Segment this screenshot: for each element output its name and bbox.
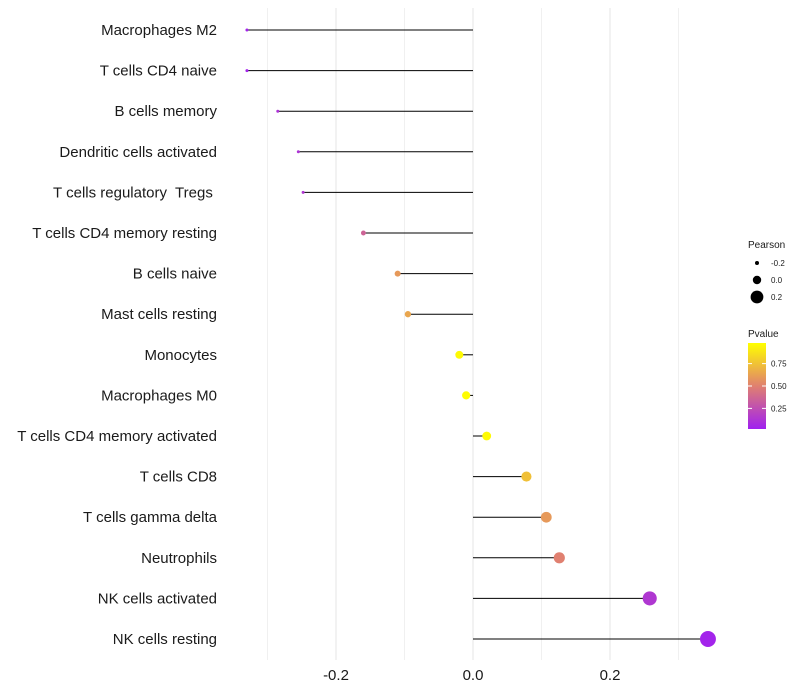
category-label: Macrophages M2 bbox=[101, 22, 217, 39]
y-axis-labels: Macrophages M2 T cells CD4 naive B cells m… bbox=[17, 22, 217, 648]
color-legend: Pvalue 0.75 0.50 0.25 bbox=[748, 329, 787, 429]
lollipop-point bbox=[642, 591, 657, 606]
lollipop-point bbox=[245, 28, 249, 32]
lollipop-point bbox=[553, 552, 565, 564]
category-label: Monocytes bbox=[144, 347, 217, 364]
lollipop-point bbox=[482, 431, 492, 441]
lollipop-point bbox=[455, 350, 464, 359]
stem-layer bbox=[246, 29, 708, 640]
color-legend-label: 0.75 bbox=[771, 360, 787, 369]
category-label: B cells naive bbox=[133, 266, 217, 283]
category-label: Macrophages M0 bbox=[101, 387, 217, 404]
color-legend-label: 0.50 bbox=[771, 382, 787, 391]
category-label: T cells gamma delta bbox=[83, 509, 218, 526]
size-legend-label: 0.0 bbox=[771, 276, 783, 285]
color-legend-bar bbox=[748, 343, 766, 429]
x-tick-label: 0.0 bbox=[463, 667, 484, 684]
x-tick-label: -0.2 bbox=[323, 667, 349, 684]
category-label: T cells CD4 memory activated bbox=[17, 428, 217, 445]
lollipop-point bbox=[540, 511, 552, 523]
lollipop-point bbox=[699, 631, 716, 647]
lollipop-point bbox=[462, 391, 471, 400]
size-legend: Pearson -0.2 0.0 0.2 bbox=[748, 240, 785, 304]
size-legend-title: Pearson bbox=[748, 240, 785, 251]
lollipop-point bbox=[404, 311, 412, 318]
size-legend-label: 0.2 bbox=[771, 293, 783, 302]
lollipop-point bbox=[301, 190, 305, 194]
color-legend-label: 0.25 bbox=[771, 404, 787, 413]
lollipop-point bbox=[394, 270, 401, 277]
x-tick-label: 0.2 bbox=[600, 667, 621, 684]
size-legend-key bbox=[755, 261, 759, 265]
category-label: NK cells resting bbox=[113, 631, 217, 648]
size-legend-label: -0.2 bbox=[771, 259, 785, 268]
lollipop-point bbox=[276, 109, 280, 113]
lollipop-point bbox=[245, 69, 249, 73]
category-label: NK cells activated bbox=[98, 590, 217, 607]
category-label: T cells CD4 memory resting bbox=[32, 225, 217, 242]
point-layer bbox=[245, 28, 716, 647]
category-label: T cells CD8 bbox=[140, 469, 217, 486]
category-label: T cells CD4 naive bbox=[100, 63, 217, 80]
lollipop-point bbox=[296, 150, 300, 154]
category-label: T cells regulatory Tregs bbox=[53, 184, 217, 201]
category-label: Dendritic cells activated bbox=[59, 144, 217, 161]
grid-layer bbox=[267, 8, 679, 660]
lollipop-point bbox=[521, 471, 532, 482]
x-axis-ticks: -0.2 0.0 0.2 bbox=[323, 667, 620, 684]
lollipop-point bbox=[360, 230, 366, 236]
category-label: Neutrophils bbox=[141, 550, 217, 567]
color-legend-title: Pvalue bbox=[748, 329, 779, 340]
size-legend-key bbox=[752, 275, 762, 285]
size-legend-key bbox=[750, 290, 764, 304]
category-label: Mast cells resting bbox=[101, 306, 217, 323]
category-label: B cells memory bbox=[114, 103, 217, 120]
